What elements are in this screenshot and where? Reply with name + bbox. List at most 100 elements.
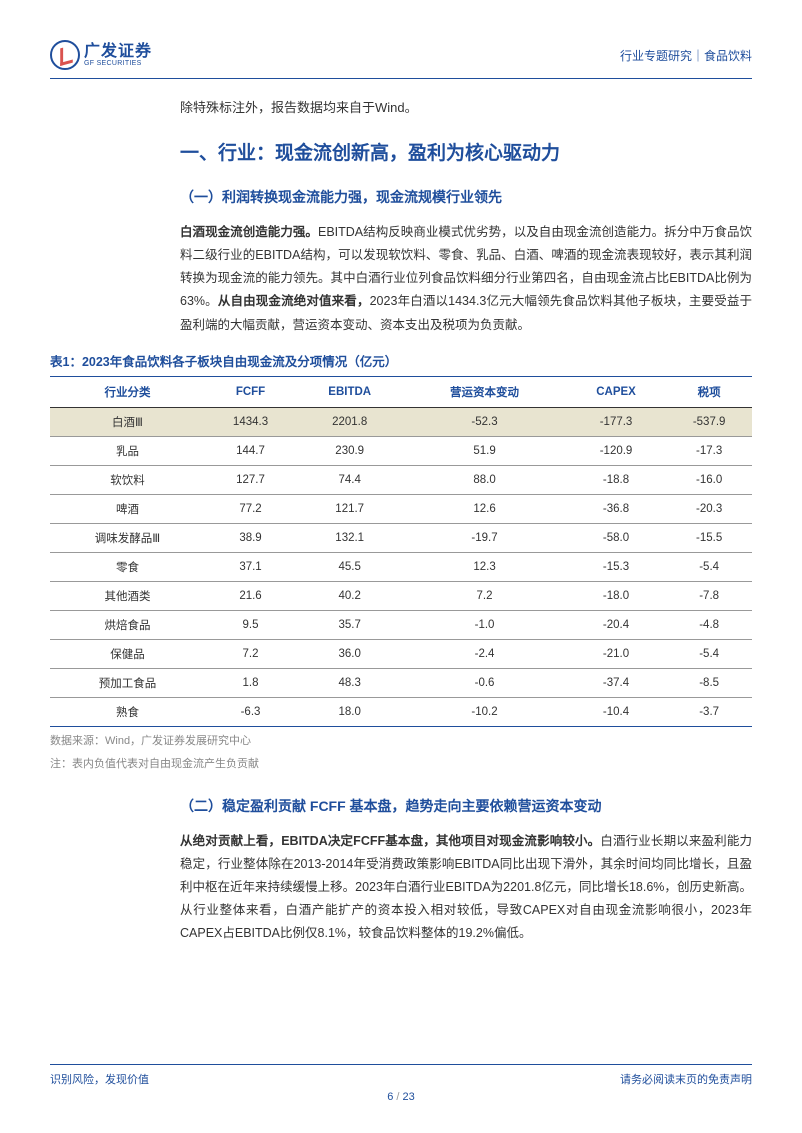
subsection-1-2-paragraph: 从绝对贡献上看，EBITDA决定FCFF基本盘，其他项目对现金流影响较小。白酒行…: [180, 830, 752, 946]
footer-left: 识别风险，发现价值: [50, 1071, 149, 1087]
table-cell: -36.8: [566, 494, 666, 523]
subsection-1-2-title: （二）稳定盈利贡献 FCFF 基本盘，趋势走向主要依赖营运资本变动: [180, 796, 752, 816]
table-cell: -10.4: [566, 697, 666, 726]
table-cell: -4.8: [666, 610, 752, 639]
table-cell: 零食: [50, 552, 205, 581]
col-header: 行业分类: [50, 376, 205, 407]
table-cell: 40.2: [296, 581, 403, 610]
table-cell: -19.7: [403, 523, 565, 552]
table-cell: 保健品: [50, 639, 205, 668]
table-cell: 啤酒: [50, 494, 205, 523]
col-header: 税项: [666, 376, 752, 407]
table-cell: 2201.8: [296, 407, 403, 436]
table-cell: 88.0: [403, 465, 565, 494]
table-row: 其他酒类21.640.27.2-18.0-7.8: [50, 581, 752, 610]
table-row: 熟食-6.318.0-10.2-10.4-3.7: [50, 697, 752, 726]
header-category: 行业专题研究｜食品饮料: [620, 47, 752, 64]
col-header: CAPEX: [566, 376, 666, 407]
table-cell: 36.0: [296, 639, 403, 668]
table-cell: 74.4: [296, 465, 403, 494]
table-cell: 51.9: [403, 436, 565, 465]
table-cell: 38.9: [205, 523, 296, 552]
table-cell: -0.6: [403, 668, 565, 697]
table-row: 保健品7.236.0-2.4-21.0-5.4: [50, 639, 752, 668]
table-cell: 12.6: [403, 494, 565, 523]
footer-right: 请务必阅读末页的免责声明: [620, 1071, 752, 1087]
table-cell: -18.0: [566, 581, 666, 610]
subsection-1-1-title: （一）利润转换现金流能力强，现金流规模行业领先: [180, 187, 752, 207]
table-1-source: 数据来源：Wind，广发证券发展研究中心: [50, 733, 752, 751]
table-cell: -6.3: [205, 697, 296, 726]
table-cell: -537.9: [666, 407, 752, 436]
table-cell: 烘焙食品: [50, 610, 205, 639]
table-cell: -58.0: [566, 523, 666, 552]
table-cell: 1434.3: [205, 407, 296, 436]
table-cell: 12.3: [403, 552, 565, 581]
table-cell: -52.3: [403, 407, 565, 436]
table-cell: 白酒Ⅲ: [50, 407, 205, 436]
table-row: 零食37.145.512.3-15.3-5.4: [50, 552, 752, 581]
col-header: 营运资本变动: [403, 376, 565, 407]
table-cell: 7.2: [403, 581, 565, 610]
page-number: 6 / 23: [50, 1091, 752, 1103]
table-row: 预加工食品1.848.3-0.6-37.4-8.5: [50, 668, 752, 697]
table-row: 啤酒77.2121.712.6-36.8-20.3: [50, 494, 752, 523]
table-cell: -177.3: [566, 407, 666, 436]
col-header: FCFF: [205, 376, 296, 407]
logo-text-cn: 广发证券: [84, 44, 152, 60]
table-cell: 35.7: [296, 610, 403, 639]
table-row: 乳品144.7230.951.9-120.9-17.3: [50, 436, 752, 465]
table-cell: -17.3: [666, 436, 752, 465]
table-cell: 21.6: [205, 581, 296, 610]
table-cell: -15.5: [666, 523, 752, 552]
table-row: 白酒Ⅲ1434.32201.8-52.3-177.3-537.9: [50, 407, 752, 436]
table-cell: -18.8: [566, 465, 666, 494]
table-cell: -8.5: [666, 668, 752, 697]
table-cell: -5.4: [666, 639, 752, 668]
table-row: 烘焙食品9.535.7-1.0-20.4-4.8: [50, 610, 752, 639]
table-row: 调味发酵品Ⅲ38.9132.1-19.7-58.0-15.5: [50, 523, 752, 552]
logo-icon: [50, 40, 80, 70]
table-cell: 132.1: [296, 523, 403, 552]
page-footer: 识别风险，发现价值 请务必阅读末页的免责声明 6 / 23: [50, 1064, 752, 1103]
table-cell: 121.7: [296, 494, 403, 523]
page-header: 广发证券 GF SECURITIES 行业专题研究｜食品饮料: [50, 40, 752, 79]
table-cell: 7.2: [205, 639, 296, 668]
table-cell: -15.3: [566, 552, 666, 581]
subsection-1-1-paragraph: 白酒现金流创造能力强。EBITDA结构反映商业模式优劣势，以及自由现金流创造能力…: [180, 221, 752, 337]
table-header-row: 行业分类 FCFF EBITDA 营运资本变动 CAPEX 税项: [50, 376, 752, 407]
table-cell: -21.0: [566, 639, 666, 668]
table-cell: 77.2: [205, 494, 296, 523]
table-cell: 调味发酵品Ⅲ: [50, 523, 205, 552]
company-logo: 广发证券 GF SECURITIES: [50, 40, 152, 70]
table-cell: 1.8: [205, 668, 296, 697]
table-1-note: 注：表内负值代表对自由现金流产生负贡献: [50, 756, 752, 774]
table-cell: 18.0: [296, 697, 403, 726]
table-cell: 45.5: [296, 552, 403, 581]
table-cell: -2.4: [403, 639, 565, 668]
table-cell: -37.4: [566, 668, 666, 697]
table-cell: -7.8: [666, 581, 752, 610]
table-cell: -16.0: [666, 465, 752, 494]
table-cell: -3.7: [666, 697, 752, 726]
table-cell: 230.9: [296, 436, 403, 465]
col-header: EBITDA: [296, 376, 403, 407]
table-cell: 144.7: [205, 436, 296, 465]
table-cell: 预加工食品: [50, 668, 205, 697]
table-cell: 乳品: [50, 436, 205, 465]
table-cell: -1.0: [403, 610, 565, 639]
table-1: 行业分类 FCFF EBITDA 营运资本变动 CAPEX 税项 白酒Ⅲ1434…: [50, 376, 752, 727]
table-cell: 软饮料: [50, 465, 205, 494]
table-cell: -120.9: [566, 436, 666, 465]
table-cell: 48.3: [296, 668, 403, 697]
table-cell: 37.1: [205, 552, 296, 581]
table-cell: 9.5: [205, 610, 296, 639]
table-row: 软饮料127.774.488.0-18.8-16.0: [50, 465, 752, 494]
table-cell: 其他酒类: [50, 581, 205, 610]
table-cell: -10.2: [403, 697, 565, 726]
table-cell: -5.4: [666, 552, 752, 581]
table-1-title: 表1：2023年食品饮料各子板块自由现金流及分项情况（亿元）: [50, 351, 752, 370]
table-cell: -20.3: [666, 494, 752, 523]
table-cell: 127.7: [205, 465, 296, 494]
section-1-title: 一、行业：现金流创新高，盈利为核心驱动力: [180, 138, 752, 165]
